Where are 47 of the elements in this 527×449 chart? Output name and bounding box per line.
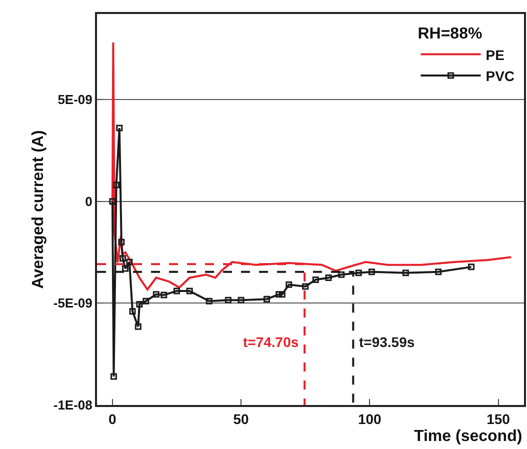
point bbox=[110, 373, 117, 380]
point bbox=[109, 198, 116, 205]
annotation: t=74.70s bbox=[243, 334, 299, 350]
x-tick-label: 150 bbox=[486, 410, 510, 427]
point bbox=[435, 268, 442, 276]
point bbox=[116, 124, 123, 132]
point bbox=[468, 264, 475, 270]
point bbox=[276, 291, 282, 298]
x-tick-label: 0 bbox=[108, 410, 117, 427]
y-tick-label: 0 bbox=[85, 194, 92, 209]
annotation: t=93.59s bbox=[359, 334, 415, 350]
point bbox=[278, 291, 286, 298]
point bbox=[160, 292, 168, 298]
point bbox=[402, 270, 409, 276]
point bbox=[136, 300, 143, 308]
point bbox=[325, 274, 332, 281]
x-tick-label: 100 bbox=[358, 410, 382, 427]
point bbox=[186, 288, 193, 294]
point bbox=[368, 268, 375, 276]
point bbox=[122, 265, 129, 272]
point bbox=[129, 308, 136, 315]
point bbox=[142, 298, 150, 304]
legend-label: PE bbox=[486, 46, 504, 63]
point bbox=[118, 238, 125, 246]
point bbox=[206, 298, 212, 304]
point bbox=[152, 291, 160, 298]
legend-title: RH=88% bbox=[418, 26, 482, 43]
point bbox=[286, 281, 292, 288]
point bbox=[338, 271, 345, 278]
point bbox=[238, 296, 244, 304]
y-axis-title: Averaged current (A) bbox=[30, 130, 47, 289]
point bbox=[173, 288, 180, 294]
legend-label: PVC bbox=[486, 68, 515, 84]
point bbox=[312, 276, 319, 284]
point bbox=[126, 258, 133, 266]
point bbox=[264, 296, 270, 302]
point bbox=[355, 270, 362, 276]
point bbox=[134, 323, 142, 330]
y-tick-label: -1E-08 bbox=[53, 398, 92, 413]
y-tick-label: 5E-09 bbox=[58, 92, 92, 108]
x-axis-title: Time (second) bbox=[414, 428, 522, 445]
point bbox=[113, 182, 120, 188]
point bbox=[224, 296, 232, 304]
y-tick-label: -5E-09 bbox=[53, 296, 92, 311]
x-tick-label: 50 bbox=[233, 410, 250, 427]
point bbox=[119, 255, 126, 262]
point bbox=[302, 283, 309, 290]
